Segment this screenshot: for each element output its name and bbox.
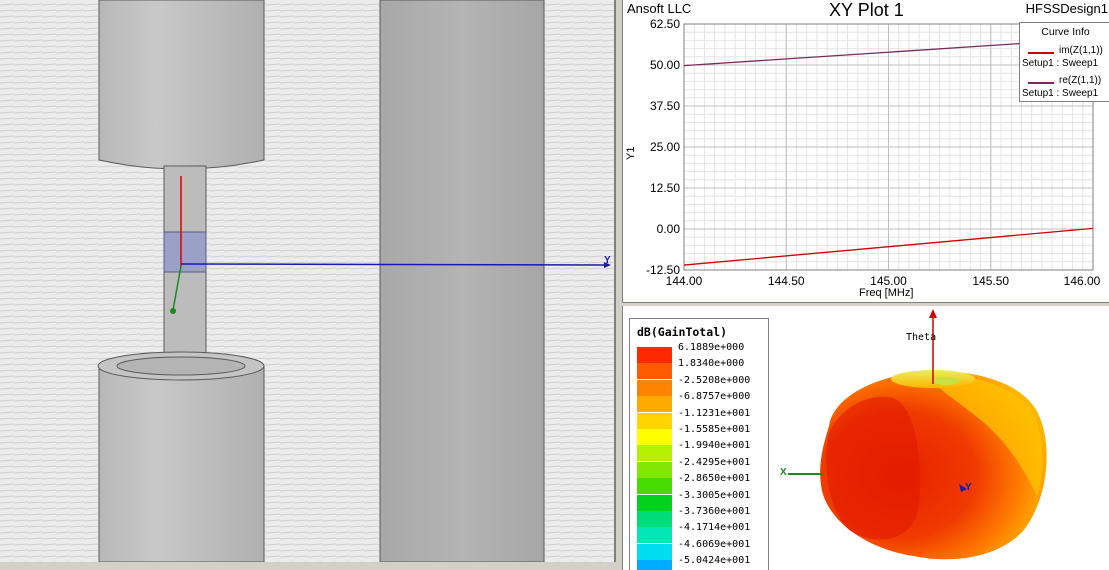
legend-sub-im: Setup1 : Sweep1 (1022, 58, 1099, 69)
x-tick-label: 145.50 (972, 274, 1010, 288)
x-axis-line (172, 265, 182, 311)
y-tick-label: 62.50 (649, 17, 680, 31)
colorbar-level-label: -3.7360e+001 (678, 506, 751, 517)
legend-swatch-re (1028, 82, 1054, 84)
gain-pattern-null (932, 377, 960, 385)
x-tick-label: 146.00 (1063, 274, 1101, 288)
colorbar-level-label: -4.1714e+001 (678, 522, 751, 534)
series-line-0 (683, 227, 1094, 266)
pane-divider[interactable] (616, 0, 622, 570)
legend-swatch-im (1028, 52, 1054, 54)
colorbar-level-label: -4.6069e+001 (678, 538, 751, 550)
colorbar-level-label: 6.1889e+000 (678, 342, 745, 353)
y-tick-label: 12.50 (649, 181, 680, 195)
legend-title: Curve Info (1041, 26, 1090, 38)
company-label: Ansoft LLC (627, 1, 692, 16)
xy-plot-window[interactable]: Ansoft LLC XY Plot 1 HFSSDesign1 62.50 50… (622, 0, 1109, 303)
y-axis-label: Y1 (625, 146, 637, 160)
colorbar-title: dB(GainTotal) (637, 325, 728, 339)
colorbar-level-label: -2.8650e+001 (678, 473, 751, 485)
theta-axis-arrow (929, 309, 937, 318)
colorbar-swatch (637, 478, 672, 495)
y-tick-label: -12.50 (645, 263, 680, 277)
curve-info-legend[interactable]: Curve Info im(Z(1,1)) Setup1 : Sweep1 re… (1019, 22, 1109, 102)
colorbar-level-label: -5.0424e+001 (678, 555, 751, 567)
colorbar-level-label: -1.5585e+001 (678, 424, 751, 435)
radiation-pattern-canvas[interactable] (623, 306, 1109, 570)
colorbar-level-label: -2.4295e+001 (678, 456, 751, 468)
model-y-axis-label: Y (604, 255, 611, 266)
x-tick-label: 145.00 (870, 274, 907, 288)
plot-title: XY Plot 1 (829, 0, 904, 20)
gain-pattern-max-lobe (826, 396, 920, 540)
y-axis-arrow (604, 262, 611, 268)
colorbar-swatch (637, 396, 672, 413)
model-geometry[interactable] (0, 0, 614, 562)
gain-pattern-side (923, 373, 1043, 496)
colorbar-level-label: 1.8340e+000 (678, 358, 745, 370)
legend-name-re: re(Z(1,1)) (1059, 75, 1102, 86)
right-cylinder (379, 0, 545, 562)
plot-area-border (683, 23, 1094, 271)
colorbar-swatch (637, 379, 672, 396)
colorbar-swatch (637, 543, 672, 560)
colorbar-swatch (637, 445, 672, 462)
colorbar-swatch (637, 494, 672, 511)
colorbar-swatch (637, 412, 672, 429)
y-tick-label: 0.00 (656, 222, 680, 236)
design-name: HFSSDesign1 (1025, 1, 1108, 16)
y-axis-line (180, 263, 605, 266)
x-axis-label-polar: X (780, 467, 787, 478)
theta-label: Theta (906, 332, 937, 343)
colorbar-swatch (637, 461, 672, 478)
colorbar-swatch (637, 347, 672, 363)
port-excitation (163, 231, 207, 273)
lower-arm-cylinder (98, 355, 265, 562)
upper-arm-cylinder (98, 0, 265, 170)
colorbar-level-label: -1.1231e+001 (678, 407, 751, 419)
colorbar-swatch (637, 429, 672, 445)
x-tick-label: 144.00 (665, 274, 703, 288)
y-axis-label-polar: Y (965, 482, 972, 493)
lower-cylinder-bore (116, 356, 246, 376)
y-axis-arrow-polar (959, 484, 967, 492)
status-strip (0, 562, 616, 570)
y-tick-label: 37.50 (649, 99, 680, 113)
gain-colorbar[interactable]: dB(GainTotal) 6.1889e+000 1.8340e+000 -2.5… (629, 318, 769, 570)
model-3d-view[interactable]: Y (0, 0, 616, 562)
legend-sub-re: Setup1 : Sweep1 (1022, 88, 1099, 99)
colorbar-level-label: -3.3005e+001 (678, 489, 751, 501)
colorbar-level-label: -6.8757e+000 (678, 391, 751, 403)
colorbar-level-label: -2.5208e+000 (678, 374, 751, 386)
colorbar-level-label: -1.9940e+001 (678, 440, 751, 452)
colorbar-swatch (637, 560, 672, 570)
xy-plot-canvas[interactable] (623, 0, 1109, 302)
colorbar-swatch (637, 363, 672, 380)
y-tick-label: 25.00 (649, 140, 680, 154)
y-tick-label: 50.00 (649, 58, 680, 72)
polar-3d-view[interactable]: Theta X Y dB(GainTotal) 6.1889e+000 1.834… (622, 306, 1109, 570)
x-tick-label: 144.50 (767, 274, 805, 288)
legend-name-im: im(Z(1,1)) (1059, 45, 1103, 56)
x-axis-tip (170, 308, 176, 314)
colorbar-swatch (637, 511, 672, 527)
colorbar-swatch (637, 527, 672, 544)
x-axis-label: Freq [MHz] (859, 287, 914, 299)
